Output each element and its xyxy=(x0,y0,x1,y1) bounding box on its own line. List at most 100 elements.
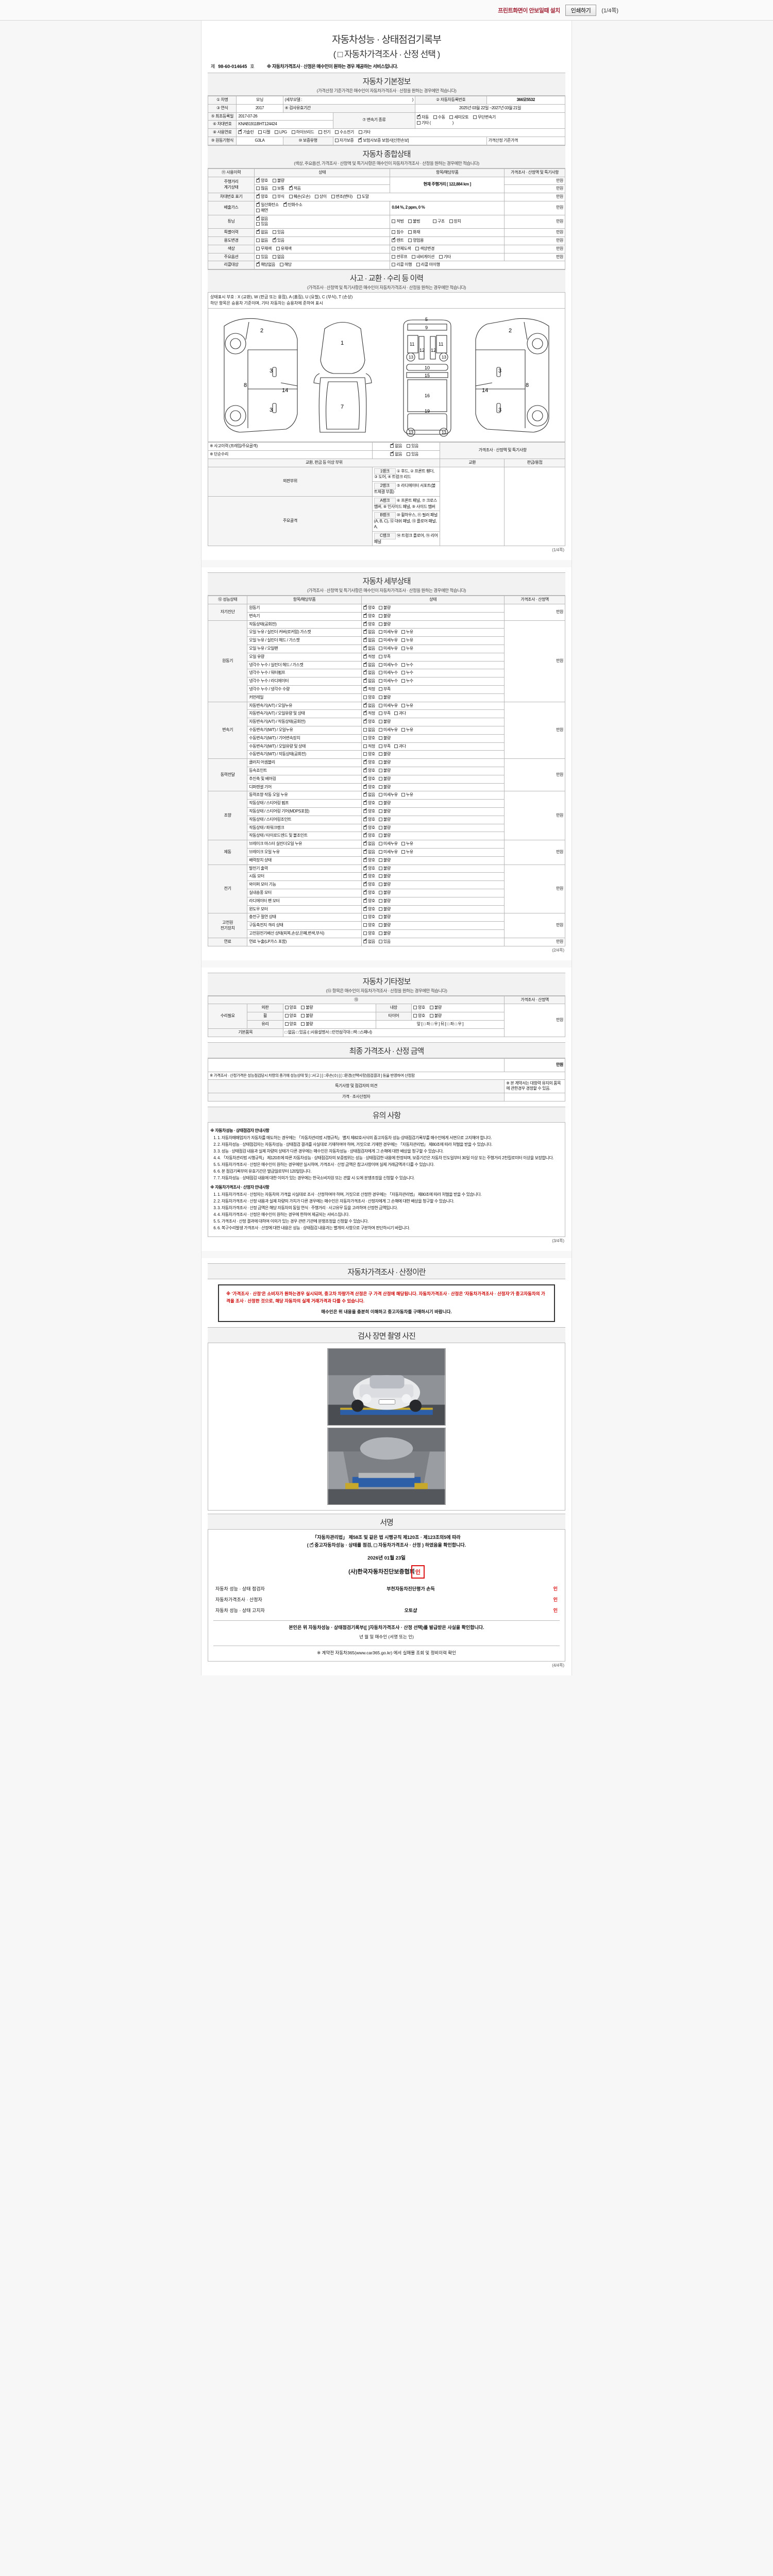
detail-opt[interactable]: 적정 xyxy=(363,710,375,717)
fuel-opt-electric[interactable]: 전기 xyxy=(318,130,331,135)
wheel-opt-bad[interactable]: 불량 xyxy=(301,1013,313,1019)
tuning-opt-legal[interactable]: 적법 xyxy=(392,219,404,225)
checkbox-checked[interactable] xyxy=(363,832,367,838)
detail-opt[interactable]: 불량 xyxy=(378,882,391,888)
detail-opt[interactable]: 미세누유 xyxy=(378,727,398,733)
detail-opt[interactable]: 양호 xyxy=(363,824,375,831)
detail-opt[interactable]: 미세누유 xyxy=(378,792,398,798)
detail-opt[interactable]: 부족 xyxy=(378,711,391,717)
checkbox[interactable] xyxy=(392,230,396,234)
checkbox[interactable] xyxy=(408,230,412,234)
special-opt-yes[interactable]: 있음 xyxy=(272,230,284,235)
opt-yes[interactable]: 있음 xyxy=(256,255,268,260)
checkbox[interactable] xyxy=(272,255,276,259)
checkbox-checked[interactable] xyxy=(390,443,394,448)
tuning-opt-illegal[interactable]: 불법 xyxy=(408,219,420,225)
checkbox[interactable] xyxy=(378,785,382,789)
checkbox[interactable] xyxy=(276,246,280,250)
checkbox-checked[interactable] xyxy=(363,800,367,805)
tire-opt-bad[interactable]: 불량 xyxy=(429,1013,442,1019)
checkbox-checked[interactable] xyxy=(363,775,367,781)
emis-opt-co[interactable]: 일산화탄소 xyxy=(256,201,279,208)
outer-opt-good[interactable]: 양호 xyxy=(284,1005,297,1011)
checkbox[interactable] xyxy=(357,195,361,199)
checkbox-checked[interactable] xyxy=(363,906,367,911)
checkbox[interactable] xyxy=(301,1006,305,1010)
recall-opt-na[interactable]: 해당없음 xyxy=(256,261,275,268)
checkbox[interactable] xyxy=(272,178,276,182)
checkbox-checked[interactable] xyxy=(256,201,260,207)
detail-opt[interactable]: 불량 xyxy=(378,719,391,725)
checkbox[interactable] xyxy=(378,760,382,765)
checkbox[interactable] xyxy=(407,452,411,456)
detail-opt[interactable]: 부족 xyxy=(378,654,391,660)
checkbox[interactable] xyxy=(378,883,382,887)
checkbox[interactable] xyxy=(363,728,367,732)
checkbox-checked[interactable] xyxy=(363,865,367,870)
opt-sunroof[interactable]: 썬루프 xyxy=(392,255,408,260)
detail-opt[interactable]: 과다 xyxy=(394,711,406,717)
checkbox[interactable] xyxy=(378,622,382,626)
detail-opt[interactable]: 양호 xyxy=(363,759,375,766)
checkbox[interactable] xyxy=(416,263,420,267)
detail-opt[interactable]: 불량 xyxy=(378,914,391,920)
checkbox[interactable] xyxy=(363,736,367,740)
trans-opt-auto[interactable]: 자동 xyxy=(416,114,429,121)
detail-opt[interactable]: 불량 xyxy=(378,858,391,863)
checkbox[interactable] xyxy=(289,195,293,199)
checkbox-checked[interactable] xyxy=(363,816,367,821)
detail-opt[interactable]: 불량 xyxy=(378,809,391,815)
detail-opt[interactable]: 양호 xyxy=(363,808,375,815)
fuel-opt-hybrid[interactable]: 하이브리드 xyxy=(291,130,314,135)
usage-opt-none[interactable]: 없음 xyxy=(256,238,268,244)
glass-opt-good[interactable]: 양호 xyxy=(284,1022,297,1027)
checkbox[interactable] xyxy=(256,208,260,212)
detail-opt[interactable]: 불량 xyxy=(378,622,391,628)
detail-opt[interactable]: 미세누유 xyxy=(378,850,398,855)
checkbox-checked[interactable] xyxy=(358,137,362,142)
checkbox[interactable] xyxy=(401,842,405,846)
checkbox-checked[interactable] xyxy=(310,1542,314,1548)
checkbox[interactable] xyxy=(378,638,382,642)
opt-navigation[interactable]: 네비게이션 xyxy=(412,255,434,260)
checkbox[interactable] xyxy=(334,130,339,134)
checkbox[interactable] xyxy=(256,187,260,191)
detail-opt[interactable]: 누유 xyxy=(401,630,413,635)
detail-opt[interactable]: 불량 xyxy=(378,801,391,806)
checkbox-checked[interactable] xyxy=(363,759,367,765)
trans-opt-manual[interactable]: 수동 xyxy=(433,115,445,121)
detail-opt[interactable]: 없음 xyxy=(363,840,375,847)
detail-opt[interactable]: 양호 xyxy=(363,613,375,619)
checkbox[interactable] xyxy=(416,121,421,125)
checkbox-checked[interactable] xyxy=(363,645,367,651)
checkbox[interactable] xyxy=(378,817,382,821)
interior-opt-bad[interactable]: 불량 xyxy=(429,1005,442,1011)
checkbox[interactable] xyxy=(378,842,382,846)
checkbox-checked[interactable] xyxy=(363,604,367,610)
detail-opt[interactable]: 없음 xyxy=(363,669,375,676)
checkbox[interactable] xyxy=(256,255,260,259)
checkbox-checked[interactable] xyxy=(363,897,367,903)
vin-opt-corrosion[interactable]: 부식 xyxy=(272,194,284,200)
checkbox[interactable] xyxy=(378,630,382,634)
detail-opt[interactable]: 불량 xyxy=(378,760,391,766)
trans-opt-other[interactable]: 기타 ( ) xyxy=(416,121,453,126)
detail-opt[interactable]: 미세누유 xyxy=(378,841,398,847)
glass-opt-bad[interactable]: 불량 xyxy=(301,1022,313,1027)
checkbox[interactable] xyxy=(401,793,405,797)
detail-opt[interactable]: 양호 xyxy=(363,784,375,790)
checkbox[interactable] xyxy=(378,703,382,707)
checkbox-checked[interactable] xyxy=(363,637,367,642)
checkbox[interactable] xyxy=(378,654,382,658)
detail-opt[interactable]: 불량 xyxy=(378,907,391,912)
checkbox-checked[interactable] xyxy=(363,686,367,691)
detail-opt[interactable]: 불량 xyxy=(378,890,391,896)
checkbox[interactable] xyxy=(429,1014,433,1018)
checkbox[interactable] xyxy=(433,115,437,120)
checkbox[interactable] xyxy=(272,230,276,234)
detail-opt[interactable]: 양호 xyxy=(363,914,375,920)
checkbox-checked[interactable] xyxy=(363,662,367,667)
detail-opt[interactable]: 과다 xyxy=(394,744,406,750)
usage-opt-rent[interactable]: 렌트 xyxy=(392,237,404,244)
detail-opt[interactable]: 미세누유 xyxy=(378,638,398,643)
